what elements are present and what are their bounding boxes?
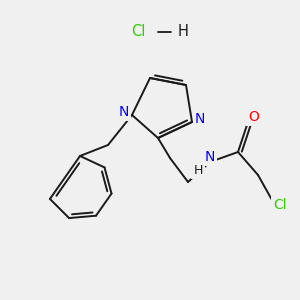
Text: H: H (193, 164, 203, 176)
Text: Cl: Cl (131, 25, 145, 40)
Text: N: N (205, 150, 215, 164)
Text: H: H (178, 25, 188, 40)
Text: N: N (119, 105, 129, 119)
Text: N: N (195, 112, 205, 126)
Text: Cl: Cl (273, 198, 287, 212)
Text: O: O (249, 110, 260, 124)
